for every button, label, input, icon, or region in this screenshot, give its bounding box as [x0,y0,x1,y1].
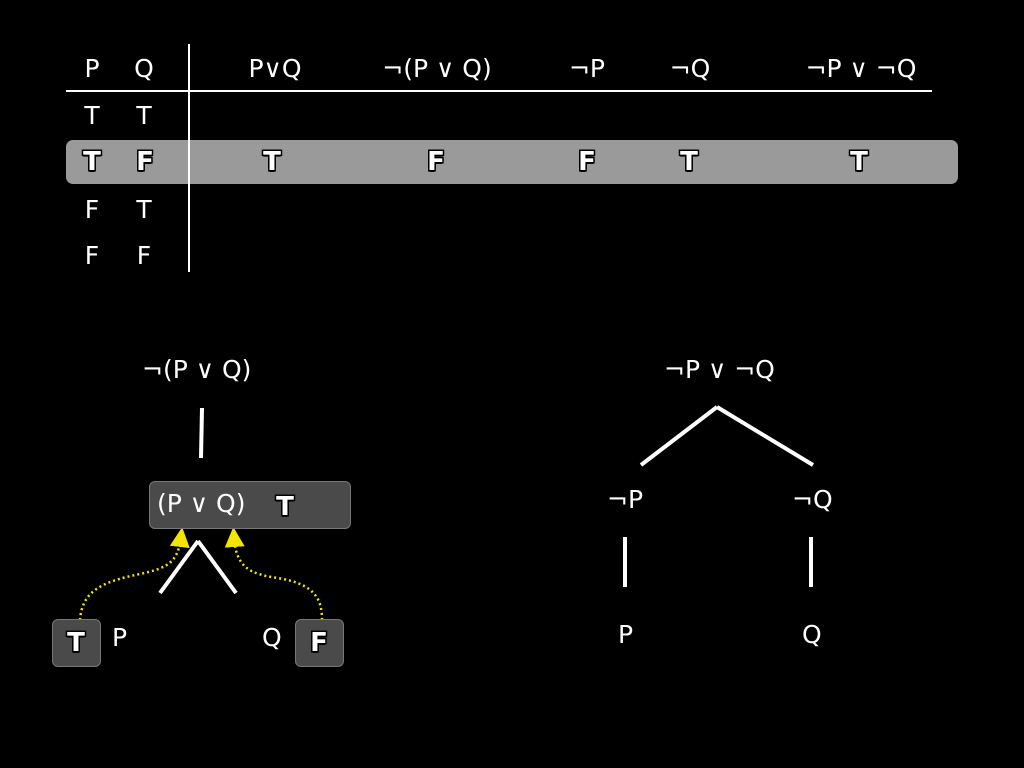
left-tree-node-value: T [276,492,294,522]
left-leaf-value-box [52,619,101,667]
right-tree-right-child: ¬Q [792,485,833,514]
highlighted-row [66,140,958,184]
left-tree-edge-right [196,539,238,595]
left-leaf-label: P [112,623,128,652]
right-tree-right-leaf: Q [802,620,822,649]
right-tree-left-leaf: P [618,620,634,649]
arrow-right-leaf-to-node [224,527,324,621]
header-not-p-or-q: ¬(P ∨ Q) [382,54,492,83]
table-cell: F [427,147,445,177]
table-cell: F [136,147,154,177]
right-tree-edge-left [639,405,719,467]
table-cell: T [850,147,868,177]
table-cell: F [578,147,596,177]
table-cell: T [84,101,100,130]
left-tree-root: ¬(P ∨ Q) [142,355,252,384]
table-cell: T [680,147,698,177]
table-cell: F [84,195,100,224]
right-tree-root: ¬P ∨ ¬Q [664,355,775,384]
header-p: P [84,54,100,83]
arrow-left-leaf-to-node [78,527,190,621]
header-q: Q [134,54,154,83]
right-tree-edge-right [715,405,815,467]
table-cell: T [263,147,281,177]
table-cell: F [136,241,152,270]
table-cell: T [83,147,101,177]
left-leaf-value: T [67,628,85,658]
table-cell: T [136,101,152,130]
header-not-q: ¬Q [669,54,711,83]
left-tree-edge-left [158,539,200,595]
header-not-p-or-not-q: ¬P ∨ ¬Q [805,54,917,83]
header-not-p: ¬P [568,54,606,83]
right-leaf-value-box [295,619,344,667]
right-tree-left-child: ¬P [607,485,644,514]
left-tree-edge-root [199,407,204,459]
table-cell: T [136,195,152,224]
left-tree-node-box [149,481,351,529]
right-leaf-value: F [310,628,328,658]
right-leaf-label: Q [262,623,282,652]
table-cell: F [84,241,100,270]
left-tree-node-label: (P ∨ Q) [157,489,246,518]
header-p-or-q: P∨Q [248,54,302,83]
